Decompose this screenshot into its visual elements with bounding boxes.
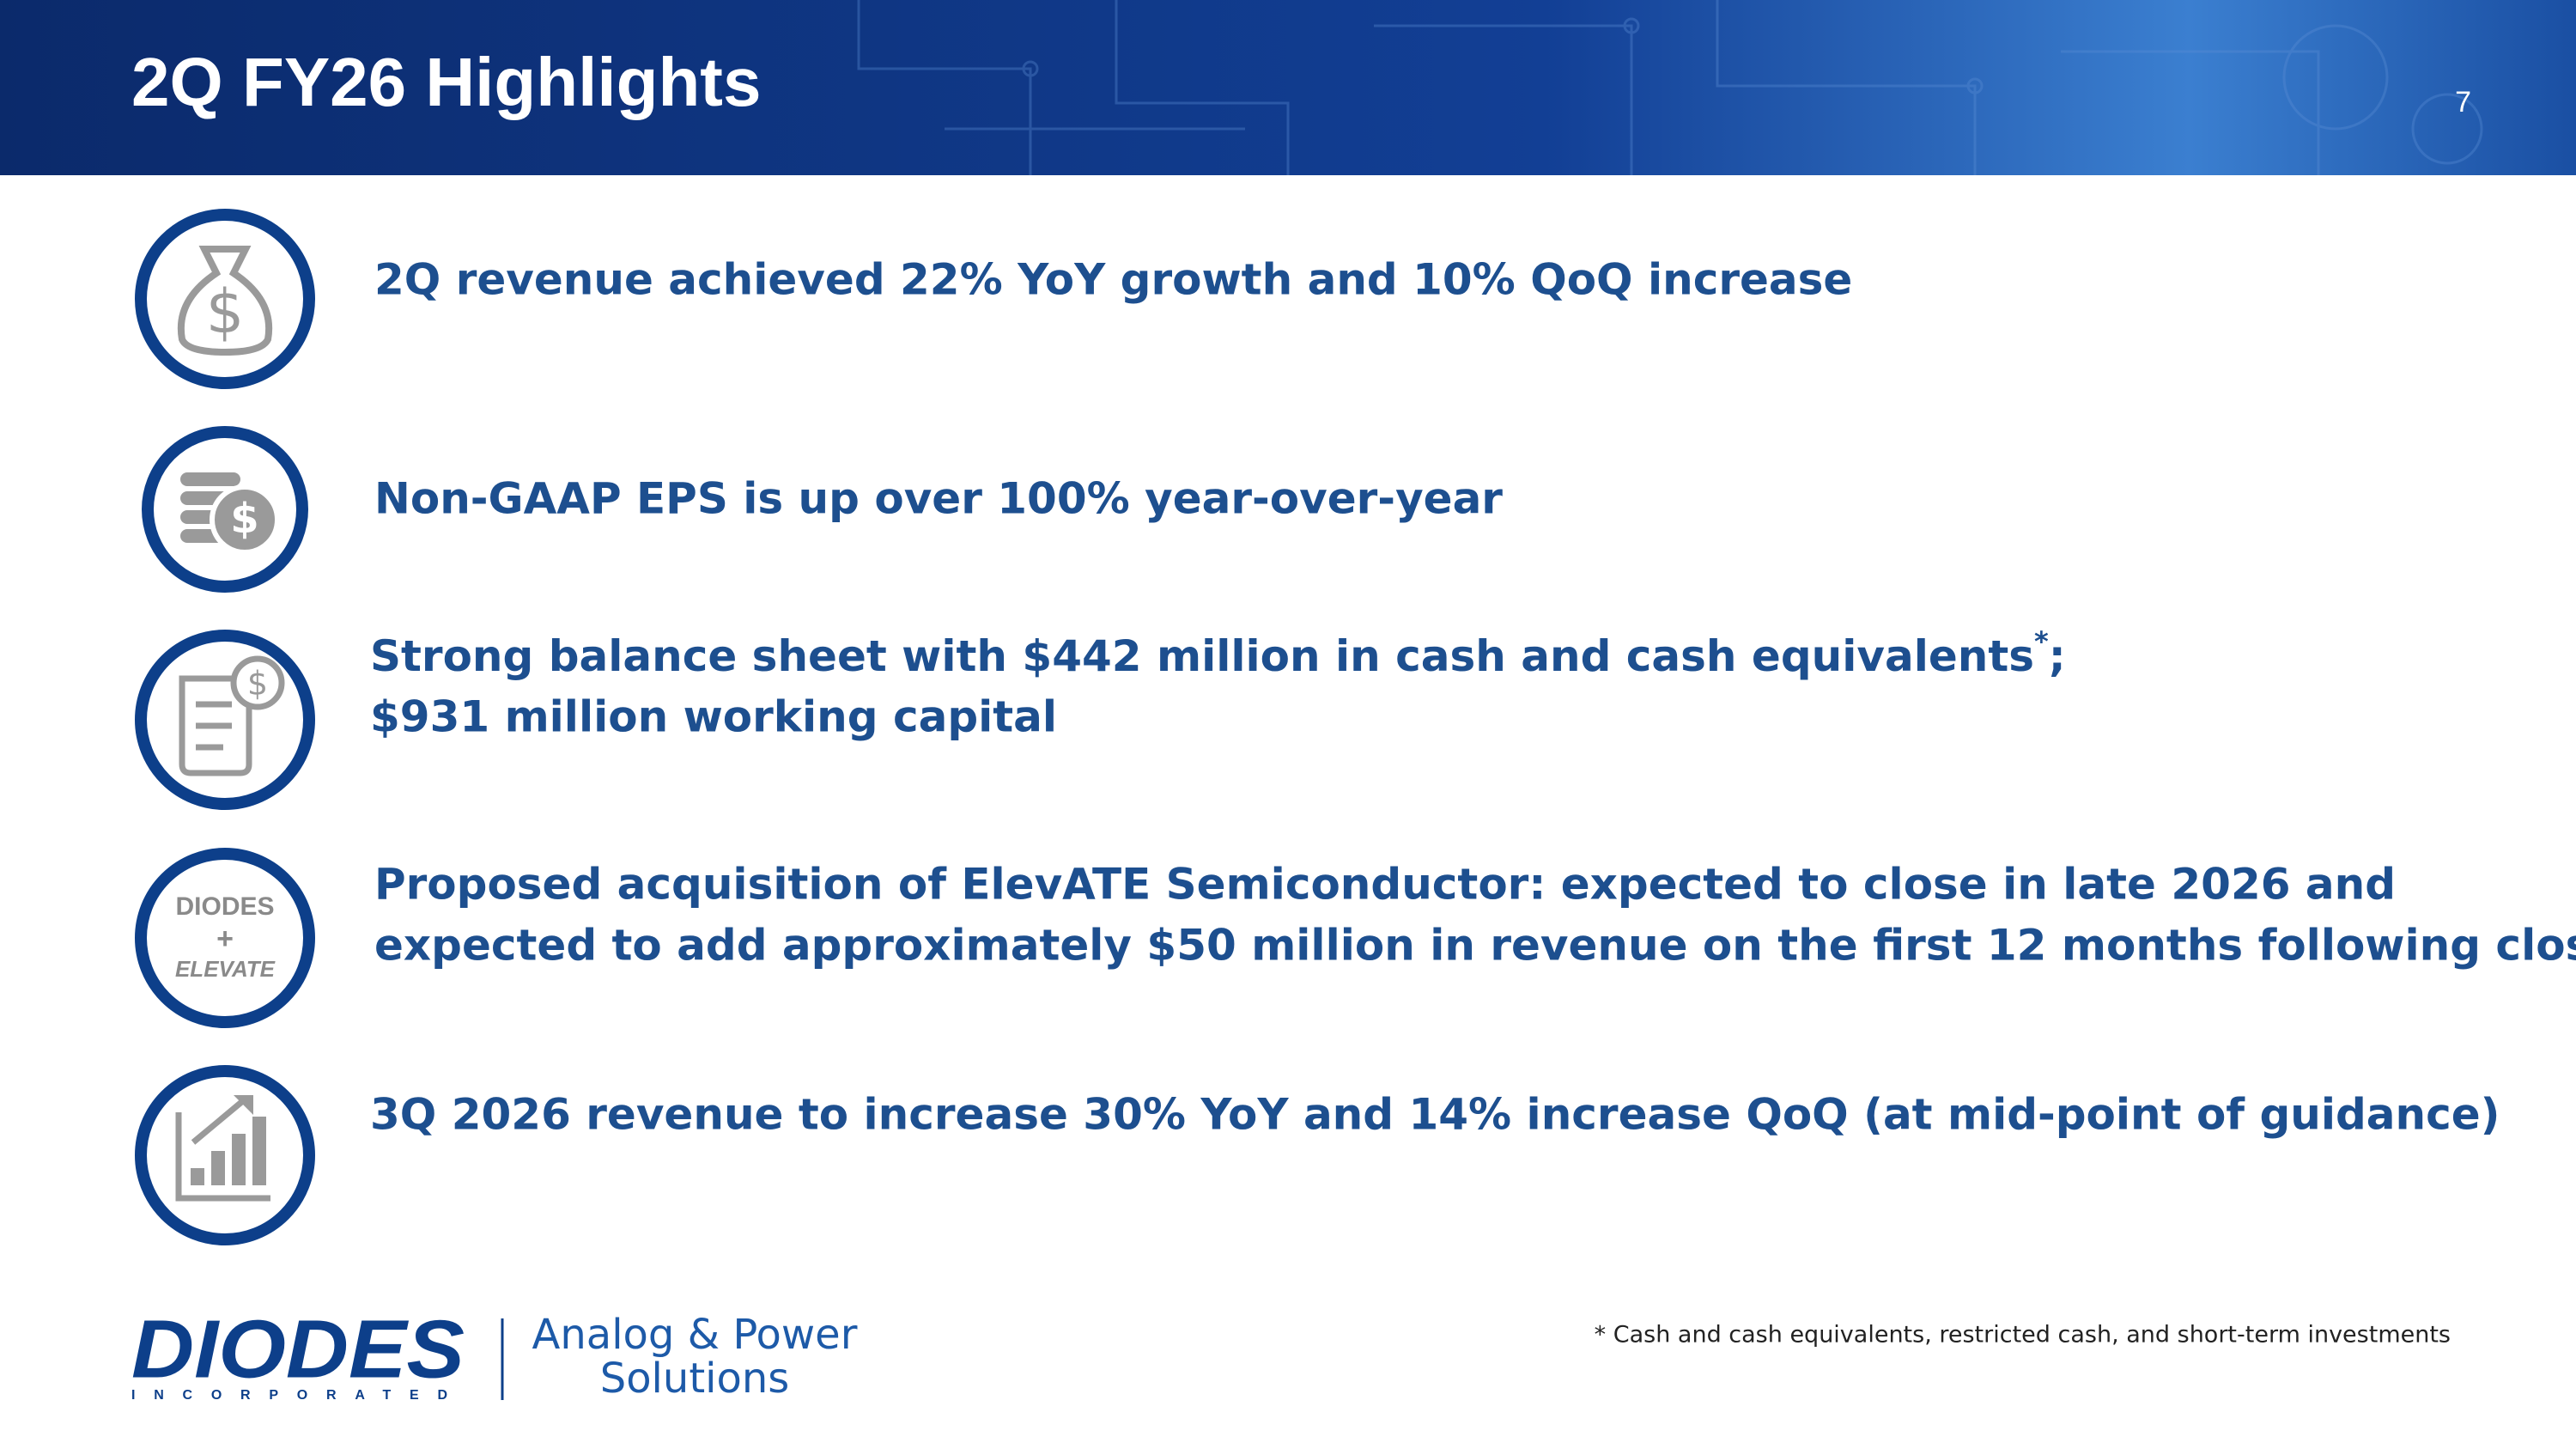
icon-ring xyxy=(142,426,308,593)
document-icon: $ xyxy=(179,655,285,776)
highlight-text: Non-GAAP EPS is up over 100% year-over-y… xyxy=(374,474,1503,524)
coins-icon: $ xyxy=(180,472,280,555)
highlight-text: 2Q revenue achieved 22% YoY growth and 1… xyxy=(374,255,1852,305)
icon-ring xyxy=(135,209,315,389)
header-band xyxy=(0,0,2576,175)
highlight-text: $931 million working capital xyxy=(370,692,1057,742)
icon-rings xyxy=(135,209,315,1245)
growth-chart-icon xyxy=(175,1095,270,1202)
icon-text: + xyxy=(216,922,234,955)
highlight-text: 3Q 2026 revenue to increase 30% YoY and … xyxy=(370,1090,2500,1140)
svg-text:$: $ xyxy=(230,495,258,543)
slide-title: 2Q FY26 Highlights xyxy=(131,44,761,120)
highlight-text: Strong balance sheet with $442 million i… xyxy=(370,625,2066,681)
highlight-text: Proposed acquisition of ElevATE Semicond… xyxy=(374,860,2396,910)
company-logo-subtitle: INCORPORATED xyxy=(131,1388,465,1403)
superscript: * xyxy=(2034,625,2049,658)
icon-ring xyxy=(135,1065,315,1245)
page-number: 7 xyxy=(2455,86,2471,119)
footnote: * Cash and cash equivalents, restricted … xyxy=(1595,1322,2451,1349)
tagline: Analog & Power xyxy=(532,1311,858,1359)
tagline: Solutions xyxy=(600,1355,790,1403)
svg-text:$: $ xyxy=(247,665,268,703)
highlight-text: expected to add approximately $50 millio… xyxy=(374,921,2576,971)
highlight-text-part: ; xyxy=(2049,631,2066,681)
company-logo: DIODES xyxy=(131,1303,465,1395)
icon-text: ELEVATE xyxy=(175,956,276,982)
icon-ring xyxy=(135,630,315,810)
icon-text: DIODES xyxy=(175,892,274,921)
icon-ring xyxy=(135,848,315,1028)
highlight-text-part: Strong balance sheet with $442 million i… xyxy=(370,631,2034,681)
circuit-pattern xyxy=(857,0,2483,175)
merger-logo-icon: DIODES + ELEVATE xyxy=(175,892,276,982)
svg-text:$: $ xyxy=(206,277,245,347)
money-bag-icon: $ xyxy=(177,246,273,356)
